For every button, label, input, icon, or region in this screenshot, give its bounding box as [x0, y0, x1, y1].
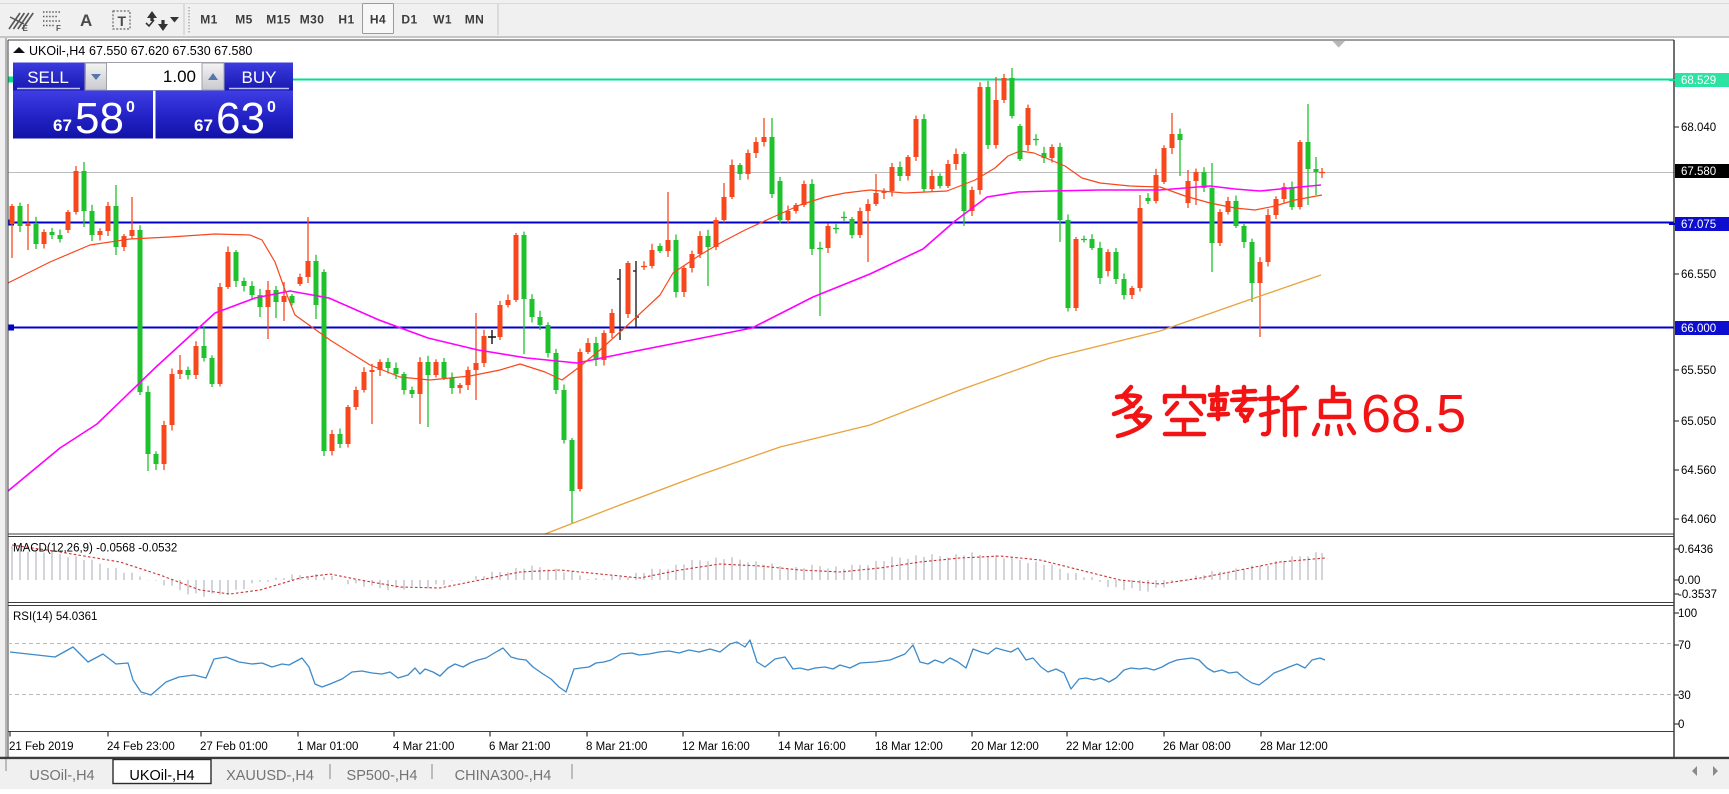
svg-text:8 Mar 21:00: 8 Mar 21:00 — [586, 741, 647, 753]
svg-text:24 Feb 23:00: 24 Feb 23:00 — [107, 741, 175, 753]
svg-text:65.050: 65.050 — [1681, 416, 1716, 428]
svg-text:M1: M1 — [200, 13, 217, 27]
svg-text:M30: M30 — [300, 13, 325, 27]
svg-text:1.00: 1.00 — [163, 67, 196, 86]
svg-text:18 Mar 12:00: 18 Mar 12:00 — [875, 741, 943, 753]
svg-text:67: 67 — [53, 116, 72, 135]
svg-text:0: 0 — [267, 99, 276, 116]
svg-text:SELL: SELL — [27, 68, 69, 87]
svg-text:CHINA300-,H4: CHINA300-,H4 — [455, 768, 552, 784]
svg-text:UKOil-,H4: UKOil-,H4 — [129, 768, 194, 784]
svg-text:D1: D1 — [401, 13, 417, 27]
svg-text:100: 100 — [1678, 608, 1697, 620]
svg-text:64.060: 64.060 — [1681, 514, 1716, 526]
svg-text:26 Mar 08:00: 26 Mar 08:00 — [1163, 741, 1231, 753]
svg-text:F: F — [56, 24, 61, 33]
svg-text:H1: H1 — [338, 13, 354, 27]
svg-text:0: 0 — [126, 99, 135, 116]
svg-text:20 Mar 12:00: 20 Mar 12:00 — [971, 741, 1039, 753]
svg-text:65.550: 65.550 — [1681, 365, 1716, 377]
svg-text:M5: M5 — [235, 13, 252, 27]
svg-text:22 Mar 12:00: 22 Mar 12:00 — [1066, 741, 1134, 753]
svg-text:A: A — [80, 11, 92, 30]
svg-text:MACD(12,26,9) -0.0568 -0.0532: MACD(12,26,9) -0.0568 -0.0532 — [13, 543, 177, 555]
svg-text:68.5: 68.5 — [1361, 384, 1466, 444]
svg-text:67.550 67.620 67.530 67.580: 67.550 67.620 67.530 67.580 — [89, 44, 252, 58]
svg-text:28 Mar 12:00: 28 Mar 12:00 — [1260, 741, 1328, 753]
svg-text:E: E — [23, 24, 29, 33]
svg-text:W1: W1 — [433, 13, 452, 27]
svg-text:BUY: BUY — [242, 68, 277, 87]
svg-text:6 Mar 21:00: 6 Mar 21:00 — [489, 741, 550, 753]
svg-text:12 Mar 16:00: 12 Mar 16:00 — [682, 741, 750, 753]
svg-text:58: 58 — [75, 94, 124, 143]
svg-text:M15: M15 — [266, 13, 291, 27]
svg-text:RSI(14) 54.0361: RSI(14) 54.0361 — [13, 611, 97, 623]
svg-text:64.560: 64.560 — [1681, 465, 1716, 477]
svg-text:63: 63 — [216, 94, 265, 143]
svg-text:4 Mar 21:00: 4 Mar 21:00 — [393, 741, 454, 753]
svg-text:0.00: 0.00 — [1678, 575, 1700, 587]
svg-text:SP500-,H4: SP500-,H4 — [347, 768, 418, 784]
svg-text:27 Feb 01:00: 27 Feb 01:00 — [200, 741, 268, 753]
svg-text:70: 70 — [1678, 640, 1691, 652]
svg-text:USOil-,H4: USOil-,H4 — [29, 768, 94, 784]
svg-text:0: 0 — [1678, 719, 1684, 731]
svg-text:-0.3537: -0.3537 — [1678, 589, 1717, 601]
svg-text:67.075: 67.075 — [1681, 219, 1716, 231]
svg-text:H4: H4 — [370, 13, 386, 27]
svg-text:0.6436: 0.6436 — [1678, 544, 1713, 556]
svg-text:1 Mar 01:00: 1 Mar 01:00 — [297, 741, 358, 753]
svg-text:XAUUSD-,H4: XAUUSD-,H4 — [226, 768, 314, 784]
svg-text:30: 30 — [1678, 690, 1691, 702]
svg-text:67.580: 67.580 — [1681, 166, 1716, 178]
svg-text:21 Feb 2019: 21 Feb 2019 — [9, 741, 74, 753]
svg-text:68.040: 68.040 — [1681, 122, 1716, 134]
svg-text:66.000: 66.000 — [1681, 323, 1716, 335]
svg-text:UKOil-,H4: UKOil-,H4 — [29, 44, 85, 58]
svg-text:MN: MN — [465, 13, 484, 27]
svg-text:68.529: 68.529 — [1681, 75, 1716, 87]
svg-text:T: T — [118, 13, 127, 29]
svg-text:67: 67 — [194, 116, 213, 135]
svg-text:66.550: 66.550 — [1681, 269, 1716, 281]
svg-text:14 Mar 16:00: 14 Mar 16:00 — [778, 741, 846, 753]
